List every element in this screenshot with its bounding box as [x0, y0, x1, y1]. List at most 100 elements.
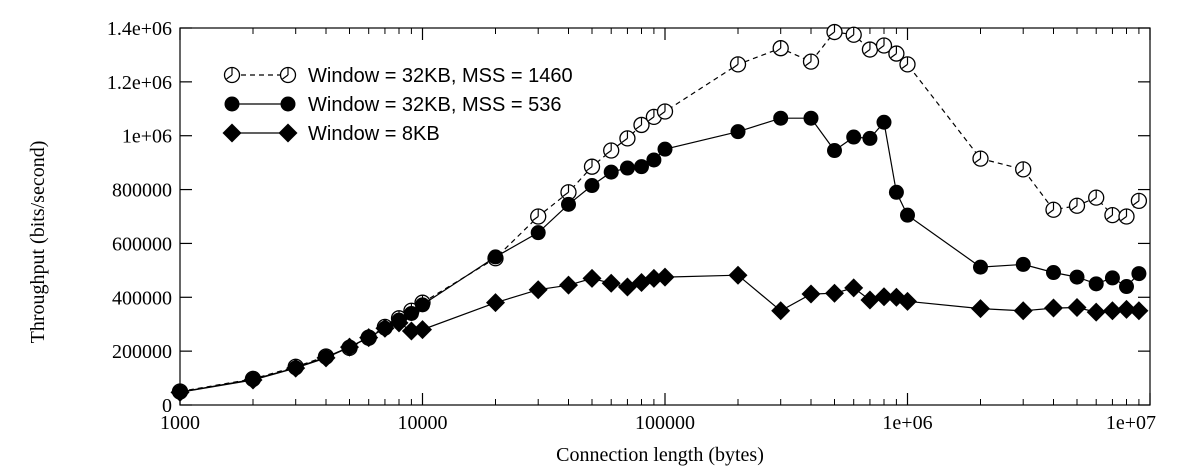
y-axis: 0 200000 400000 600000 800000 1e+06 1.2e+06 1.4… [107, 18, 1150, 417]
data-point [359, 328, 379, 348]
marker-hand [635, 124, 642, 130]
marker-hand [1133, 200, 1140, 206]
data-point [403, 305, 419, 321]
legend-label: Window = 8KB [308, 123, 440, 145]
data-point [279, 66, 297, 84]
marker-hand [890, 53, 897, 59]
data-point [972, 259, 988, 275]
data-point [528, 280, 548, 300]
x-axis: 1000 10000 100000 1e+06 1e+07 [160, 28, 1156, 434]
x-tick-label: 1000 [160, 412, 200, 434]
data-point [170, 382, 190, 402]
marker-hand [532, 216, 539, 221]
data-point [222, 123, 242, 143]
data-point [413, 320, 432, 340]
data-point [826, 23, 843, 41]
marker-hand [226, 74, 233, 80]
data-point [1013, 301, 1033, 321]
marker-hand [1017, 168, 1024, 174]
marker-hand [828, 31, 835, 37]
data-point [619, 130, 636, 147]
marker-hand [586, 166, 593, 172]
data-point [1116, 299, 1136, 319]
data-point [1015, 161, 1032, 178]
data-point [888, 45, 905, 62]
marker-hand [901, 63, 908, 69]
data-point [729, 56, 747, 73]
data-point [1067, 298, 1087, 318]
data-point [899, 56, 916, 73]
marker-hand [805, 61, 812, 67]
legend-label: Window = 32KB, MSS = 1460 [308, 65, 573, 87]
marker-hand [878, 45, 885, 50]
data-point [874, 287, 894, 307]
legend-label: Window = 32KB, MSS = 536 [308, 94, 561, 116]
data-point [801, 284, 821, 304]
data-point [772, 40, 789, 57]
data-point [771, 301, 791, 321]
data-point [844, 278, 864, 298]
data-point [1069, 269, 1085, 285]
series-layer [170, 23, 1149, 402]
data-point [286, 358, 306, 378]
series-3 [170, 265, 1149, 402]
data-point [603, 164, 619, 180]
data-point [1068, 197, 1086, 214]
data-point [584, 178, 600, 194]
marker-hand [1120, 216, 1127, 221]
data-point [1129, 301, 1149, 321]
x-tick-label: 1e+06 [882, 412, 932, 434]
marker-hand [732, 63, 739, 69]
data-point [657, 141, 673, 157]
marker-hand [1047, 209, 1054, 215]
data-point [1045, 265, 1061, 281]
data-point [389, 313, 409, 333]
data-point [803, 110, 819, 126]
y-tick-label: 600000 [112, 233, 172, 255]
data-point [280, 96, 296, 112]
data-point [860, 290, 880, 310]
data-point [558, 275, 578, 295]
data-point [1088, 189, 1105, 206]
data-point [1102, 301, 1122, 321]
data-point [655, 267, 675, 287]
series-line [179, 274, 1139, 393]
legend-item: Window = 32KB, MSS = 1460 [223, 65, 573, 87]
data-point [1045, 201, 1062, 218]
data-point [972, 150, 989, 167]
marker-hand [864, 49, 871, 55]
marker-hand [282, 74, 289, 80]
data-point [1131, 266, 1147, 282]
data-point [876, 114, 892, 130]
data-point [730, 124, 746, 140]
x-tick-label: 10000 [398, 412, 448, 434]
data-point [1104, 207, 1121, 224]
data-point [846, 129, 862, 145]
marker-hand [648, 116, 655, 122]
y-tick-label: 0 [162, 395, 172, 417]
data-point [802, 53, 820, 70]
y-tick-label: 1.4e+06 [107, 18, 172, 40]
data-point [1043, 298, 1063, 318]
marker-hand [774, 47, 782, 53]
data-point [1086, 302, 1106, 322]
x-tick-label: 1e+07 [1106, 412, 1156, 434]
marker-hand [1106, 214, 1113, 220]
data-point [619, 160, 635, 176]
data-point [970, 299, 990, 319]
y-tick-label: 1e+06 [122, 126, 172, 148]
data-point [243, 370, 263, 390]
data-point [583, 158, 601, 175]
data-point [401, 321, 421, 341]
y-tick-label: 200000 [112, 341, 172, 363]
marker-hand [659, 110, 666, 116]
marker-hand [605, 150, 612, 156]
y-tick-label: 400000 [112, 287, 172, 309]
data-point [415, 297, 430, 313]
x-axis-label: Connection length (bytes) [556, 444, 764, 466]
data-point [633, 116, 650, 134]
data-point [316, 348, 336, 368]
data-point [560, 196, 576, 212]
data-point [487, 249, 503, 265]
